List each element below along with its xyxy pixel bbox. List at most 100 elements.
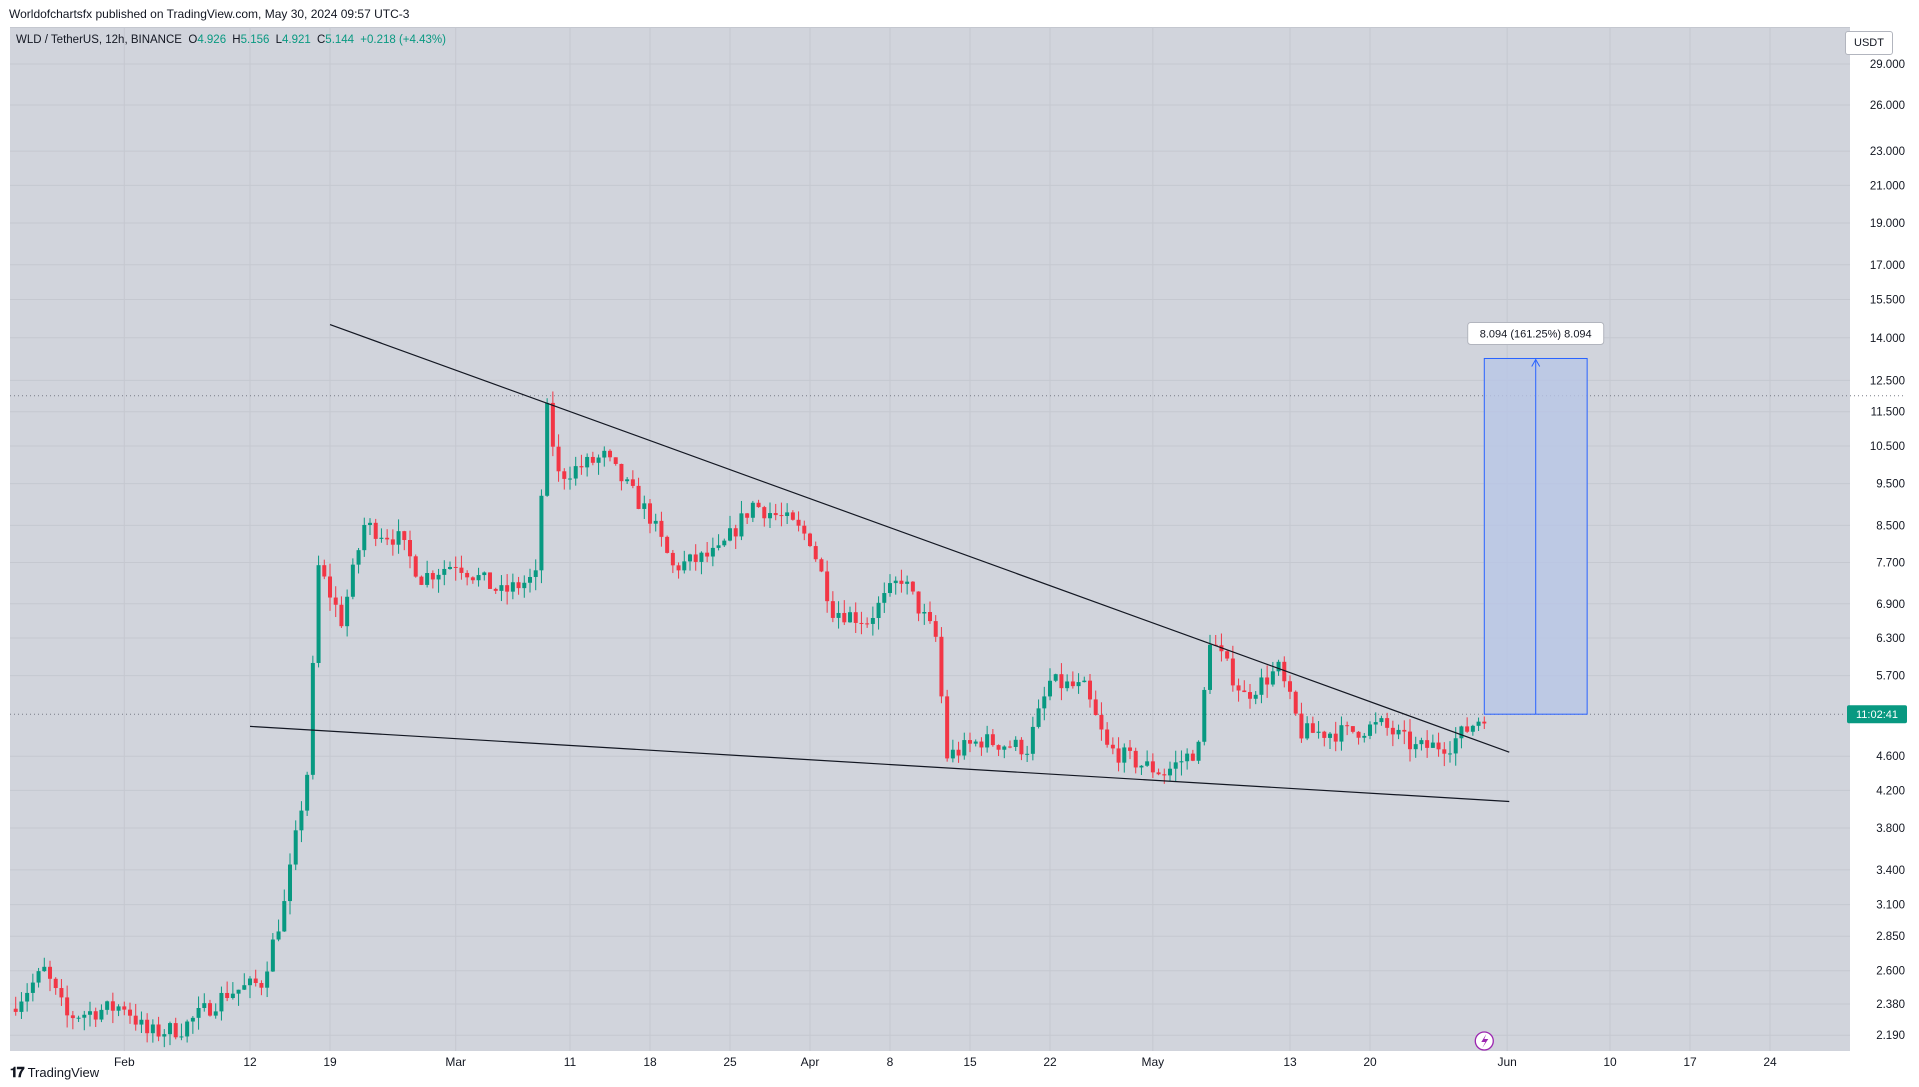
candle-body — [162, 1034, 167, 1037]
y-tick-label: 3.400 — [1876, 865, 1905, 877]
candle-body — [1242, 690, 1247, 693]
candle-body — [1379, 718, 1384, 723]
candle-body — [710, 547, 715, 557]
candle-body — [408, 540, 412, 557]
lower-trendline — [249, 725, 1510, 803]
low-label: L — [275, 34, 282, 46]
ohlc-legend: WLD / TetherUS, 12h, BINANCE O4.926 H5.1… — [16, 34, 449, 46]
candle-body — [693, 554, 698, 562]
candle-body — [802, 525, 807, 534]
candle-body — [613, 457, 618, 464]
candle-body — [276, 931, 281, 940]
candle-body — [619, 463, 624, 482]
candle-body — [876, 602, 881, 618]
x-tick-label: 25 — [723, 1055, 737, 1069]
y-tick-label: 12.500 — [1870, 375, 1905, 387]
candle-body — [242, 985, 247, 990]
candle-body — [25, 992, 30, 1002]
candle-body — [1202, 689, 1207, 742]
candle-body — [190, 1017, 195, 1022]
candle-body — [1168, 768, 1172, 776]
candle-body — [230, 993, 235, 999]
candle-body — [590, 456, 595, 463]
y-tick-label: 23.000 — [1870, 146, 1905, 158]
price-scale-area — [1877, 27, 1919, 1051]
currency-button[interactable]: USDT — [1845, 31, 1893, 55]
candle-body — [116, 1006, 121, 1011]
candle-body — [1128, 747, 1132, 751]
candle-body — [1253, 694, 1258, 699]
candle-body — [53, 978, 58, 989]
candle-body — [1150, 761, 1155, 773]
candle-body — [1356, 731, 1361, 738]
candle-body — [865, 623, 870, 625]
candle-body — [185, 1021, 190, 1037]
candle-body — [99, 1009, 104, 1020]
candle-body — [790, 512, 795, 520]
candle-body — [1019, 739, 1024, 755]
x-tick-label: 11 — [564, 1055, 577, 1069]
candle-body — [270, 939, 275, 972]
candle-body — [59, 988, 64, 998]
candle-body — [1408, 731, 1412, 750]
candle-body — [1042, 696, 1047, 709]
candle-body — [785, 512, 790, 517]
candle-body — [196, 1007, 201, 1018]
candle-body — [13, 1008, 18, 1012]
candle-body — [1419, 740, 1424, 745]
candle-body — [265, 971, 270, 988]
candle-body — [505, 585, 510, 592]
candle-body — [1030, 726, 1035, 754]
candle-body — [259, 982, 264, 988]
candle-body — [1139, 765, 1144, 768]
candle-body — [425, 573, 430, 585]
candle-body — [1059, 674, 1064, 689]
candle-body — [893, 580, 898, 584]
candle-body — [459, 567, 464, 573]
price-scale-bg — [1850, 27, 1877, 1051]
candle-body — [1425, 740, 1430, 748]
candle-body — [1088, 680, 1092, 700]
candle-body — [1013, 739, 1018, 747]
footer-branding: 𝟏𝟕 TradingView — [10, 1064, 99, 1081]
candle-body — [1048, 680, 1052, 697]
candle-body — [1482, 721, 1487, 724]
candle-body — [1465, 726, 1470, 732]
candle-body — [836, 612, 841, 618]
candle-body — [939, 636, 944, 697]
candle-body — [225, 992, 230, 999]
candle-body — [1276, 661, 1281, 672]
candle-body — [745, 513, 750, 518]
candle-body — [962, 740, 967, 756]
candle-body — [1310, 723, 1315, 733]
candle-body — [453, 566, 458, 568]
symbol-label: WLD / TetherUS, 12h, BINANCE — [16, 34, 182, 46]
candle-body — [470, 577, 475, 581]
open-value: 4.926 — [197, 34, 227, 46]
candle-body — [30, 982, 35, 993]
candle-body — [1070, 681, 1075, 687]
y-tick-label: 2.380 — [1876, 999, 1905, 1011]
candle-body — [1162, 774, 1167, 776]
x-tick-label: 15 — [963, 1055, 977, 1069]
candle-body — [882, 593, 887, 603]
candle-body — [288, 864, 292, 902]
candle-body — [1339, 725, 1344, 742]
x-tick-label: 19 — [323, 1055, 337, 1069]
candle-body — [1099, 714, 1104, 730]
x-tick-label: Jun — [1497, 1055, 1516, 1069]
candle-body — [528, 576, 532, 583]
candle-body — [150, 1024, 155, 1034]
y-tick-label: 7.700 — [1876, 558, 1905, 570]
candle-body — [1259, 677, 1264, 695]
candle-body — [830, 601, 835, 618]
candle-body — [562, 471, 567, 479]
candle-body — [550, 402, 555, 447]
candle-body — [750, 502, 755, 518]
candle-body — [105, 1001, 110, 1010]
candle-body — [310, 662, 315, 775]
upper-trendline — [329, 324, 1510, 753]
candle-body — [1208, 644, 1212, 690]
candle-body — [42, 966, 47, 972]
